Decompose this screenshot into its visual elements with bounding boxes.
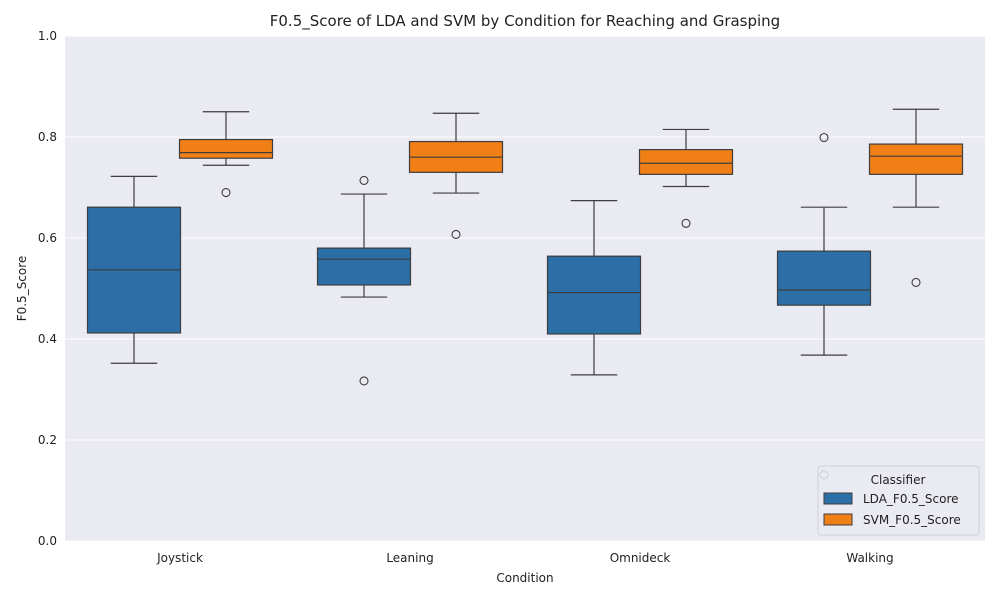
- box-LDA_F0.5_Score-Walking: [776, 132, 872, 480]
- iqr-box: [178, 138, 274, 159]
- iqr-box: [546, 255, 642, 335]
- tick-labels: 0.0 0.2 0.4 0.6 0.8 1.0 Joystick Leaning Omnidec…: [38, 29, 894, 565]
- iqr-box: [316, 247, 412, 286]
- y-tick-label: 0.8: [38, 130, 57, 144]
- legend-swatch: [823, 492, 853, 505]
- outlier-point: [819, 132, 829, 143]
- x-axis-label: Condition: [496, 571, 553, 585]
- legend: Classifier LDA_F0.5_Score SVM_F0.5_Score: [817, 465, 980, 536]
- outlier-point: [359, 175, 369, 185]
- legend-label: SVM_F0.5_Score: [863, 513, 961, 527]
- box-SVM_F0.5_Score-Walking: [868, 108, 964, 287]
- x-tick-label: Omnideck: [610, 551, 671, 565]
- grid-lines: [65, 35, 985, 542]
- outlier-point: [451, 229, 461, 240]
- iqr-box: [868, 143, 964, 175]
- x-tick-label: Walking: [846, 551, 893, 565]
- y-tick-label: 1.0: [38, 29, 57, 43]
- box-plots: [86, 108, 964, 480]
- box-LDA_F0.5_Score-Joystick: [86, 175, 182, 364]
- outlier-point: [681, 218, 691, 228]
- y-tick-label: 0.4: [38, 332, 57, 346]
- x-tick-label: Leaning: [386, 551, 433, 565]
- outlier-point: [911, 277, 921, 287]
- box-LDA_F0.5_Score-Omnideck: [546, 200, 642, 376]
- iqr-box: [638, 149, 734, 175]
- box-SVM_F0.5_Score-Omnideck: [638, 128, 734, 228]
- y-tick-label: 0.6: [38, 231, 57, 245]
- y-axis-label: F0.5_Score: [15, 256, 29, 322]
- legend-swatch: [823, 513, 853, 526]
- x-tick-label: Joystick: [156, 551, 203, 565]
- iqr-box: [776, 250, 872, 306]
- y-tick-label: 0.0: [38, 534, 57, 548]
- box-SVM_F0.5_Score-Leaning: [408, 112, 504, 240]
- outlier-point: [359, 376, 369, 386]
- y-tick-label: 0.2: [38, 433, 57, 447]
- outlier-point: [221, 188, 231, 198]
- legend-title: Classifier: [871, 473, 926, 487]
- legend-label: LDA_F0.5_Score: [863, 492, 959, 506]
- box-LDA_F0.5_Score-Leaning: [316, 175, 412, 386]
- box-SVM_F0.5_Score-Joystick: [178, 111, 274, 198]
- chart-title: F0.5_Score of LDA and SVM by Condition f…: [270, 12, 780, 31]
- legend-frame: [817, 465, 980, 536]
